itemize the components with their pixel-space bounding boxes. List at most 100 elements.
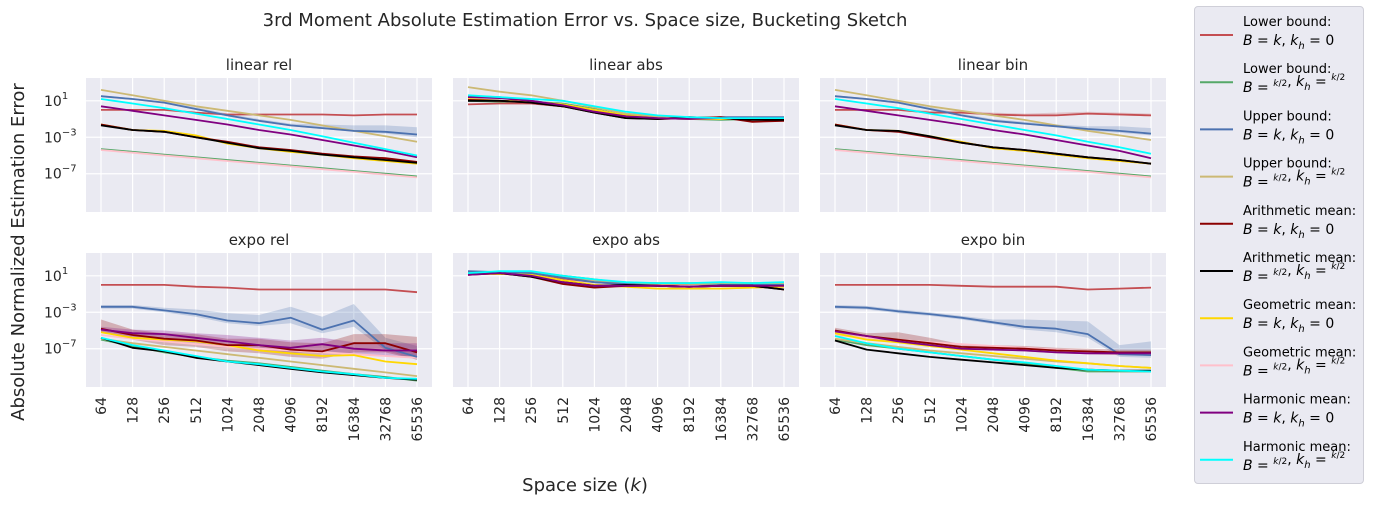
x-tick-label: 64 <box>461 397 477 415</box>
legend-math: B = k/2, kh = k/2 <box>1243 451 1345 474</box>
confidence-band <box>835 327 1151 356</box>
x-axis-label: Space size (k) <box>522 475 648 496</box>
legend-entry-0: Lower bound: B = k, kh = 0 <box>1200 15 1334 52</box>
panel-title: linear rel <box>226 56 292 74</box>
confidence-band <box>101 326 417 356</box>
series-line-geometric-mean-b-k-k-h-0 <box>834 332 1152 369</box>
confidence-band <box>101 319 417 360</box>
panel-linear-bin: linear bin <box>820 56 1166 212</box>
plot-marks <box>467 86 785 123</box>
series-line-upper-bound-b-k-2-k-h-k-2 <box>100 89 418 143</box>
legend-math: B = k/2, kh = k/2 <box>1243 356 1345 379</box>
legend-math: B = k/2, kh = k/2 <box>1243 262 1345 285</box>
series-line-harmonic-mean-b-k-2-k-h-k-2 <box>834 98 1152 155</box>
panel-title: linear abs <box>589 56 663 74</box>
series-line-upper-bound-b-k-2-k-h-k-2 <box>834 89 1152 141</box>
x-axis-label-var: k <box>630 475 642 496</box>
x-tick-label: 4096 <box>284 397 300 433</box>
x-tick-label: 4096 <box>651 397 667 433</box>
legend-math: B = k/2, kh = k/2 <box>1243 168 1345 191</box>
series-line-harmonic-mean-b-k-2-k-h-k-2 <box>100 336 418 380</box>
x-tick-label: 8192 <box>315 397 331 433</box>
series-line-lower-bound-b-k-k-h-0 <box>101 283 418 294</box>
series-line-geometric-mean-b-k-2-k-h-k-2 <box>834 149 1152 179</box>
x-tick-label: 128 <box>126 397 142 424</box>
panel-expo-bin: expo bin 64 128 256 512 1024 2048 4096 8192 16384… <box>820 231 1166 442</box>
legend-label: Upper bound: <box>1243 109 1332 124</box>
series-line-upper-bound-b-k-k-h-0 <box>100 95 418 136</box>
panel-title: expo abs <box>592 231 660 249</box>
series-line-upper-bound-b-k-k-h-0 <box>101 305 418 358</box>
x-tick-label: 65536 <box>1144 397 1160 442</box>
panel-linear-abs: linear abs <box>453 56 799 212</box>
plot-marks <box>834 89 1152 179</box>
series-line-geometric-mean-b-k-k-h-0 <box>100 331 418 366</box>
x-tick-label: 65536 <box>410 397 426 442</box>
y-tick-label: 10−7 <box>44 164 77 183</box>
legend-label: Upper bound: <box>1243 157 1332 172</box>
legend-entry-2: Upper bound: B = k, kh = 0 <box>1200 109 1334 146</box>
legend-entry-3: Upper bound:B = k/2, kh = k/2 <box>1200 157 1345 191</box>
x-tick-label: 32768 <box>1112 397 1128 442</box>
series-line-harmonic-mean-b-k-k-h-0 <box>467 272 784 288</box>
legend-label: Geometric mean: <box>1243 345 1356 360</box>
series-line-harmonic-mean-b-k-2-k-h-k-2 <box>100 98 418 157</box>
figure-title: 3rd Moment Absolute Estimation Error vs.… <box>263 10 908 31</box>
x-tick-label: 2048 <box>252 397 268 433</box>
y-tick-label: 101 <box>44 266 68 285</box>
series-line-harmonic-mean-b-k-k-h-0 <box>834 105 1152 160</box>
legend-label: Arithmetic mean: <box>1243 204 1356 219</box>
y-tick-label: 101 <box>44 91 68 110</box>
legend-label: Arithmetic mean: <box>1243 251 1356 266</box>
x-tick-label: 128 <box>493 397 509 424</box>
panel-linear-rel: linear rel 101 10−3 10−7 <box>44 56 432 212</box>
series-line-harmonic-mean-b-k-k-h-0 <box>100 105 418 159</box>
panel-title: expo bin <box>961 231 1026 249</box>
legend-entry-7: Geometric mean:B = k/2, kh = k/2 <box>1200 345 1356 379</box>
series-line-lower-bound-b-k-k-h-0 <box>835 283 1152 291</box>
x-tick-label: 1024 <box>220 397 236 433</box>
legend-entry-1: Lower bound:B = k/2, kh = k/2 <box>1200 62 1345 96</box>
x-tick-label: 8192 <box>682 397 698 433</box>
legend-math: B = k, kh = 0 <box>1243 127 1334 146</box>
panel-title: linear bin <box>958 56 1028 74</box>
legend-math: B = k, kh = 0 <box>1243 222 1334 241</box>
x-tick-label: 16384 <box>714 397 730 442</box>
legend-math: B = k, kh = 0 <box>1243 316 1334 335</box>
series-line-geometric-mean-b-k-2-k-h-k-2 <box>100 149 418 179</box>
series-line-upper-bound-b-k-2-k-h-k-2 <box>100 337 418 377</box>
legend-math: B = k, kh = 0 <box>1243 33 1334 52</box>
legend-label: Lower bound: <box>1243 62 1331 77</box>
plot-marks <box>100 89 418 179</box>
x-tick-label: 64 <box>828 397 844 415</box>
x-tick-label: 16384 <box>1081 397 1097 442</box>
legend-label: Geometric mean: <box>1243 298 1356 313</box>
x-tick-label: 512 <box>923 397 939 424</box>
y-tick-label: 10−7 <box>44 339 77 358</box>
panel-title: expo rel <box>229 231 290 249</box>
x-tick-label: 32768 <box>745 397 761 442</box>
x-tick-label: 2048 <box>619 397 635 433</box>
series-line-arithmetic-mean-b-k-2-k-h-k-2 <box>100 124 418 164</box>
x-tick-label: 256 <box>157 397 173 424</box>
series-line-arithmetic-mean-b-k-k-h-0 <box>834 329 1151 354</box>
x-tick-label: 1024 <box>587 397 603 433</box>
legend-entry-4: Arithmetic mean: B = k, kh = 0 <box>1200 204 1356 241</box>
x-axis-label-close: ) <box>641 475 648 496</box>
y-tick-label: 10−3 <box>44 302 77 321</box>
panel-expo-abs: expo abs 64 128 256 512 1024 2048 4096 8192 16384… <box>453 231 799 442</box>
panel-expo-rel: expo rel 101 10−3 10−7 64 128 256 512 1024 2048 40… <box>44 231 432 442</box>
legend-entry-5: Arithmetic mean:B = k/2, kh = k/2 <box>1200 251 1356 285</box>
x-tick-label: 512 <box>189 397 205 424</box>
legend-label: Harmonic mean: <box>1243 393 1351 408</box>
legend-label: Harmonic mean: <box>1243 440 1351 455</box>
legend-math: B = k, kh = 0 <box>1243 411 1334 430</box>
x-tick-label: 8192 <box>1049 397 1065 433</box>
x-axis-label-text: Space size ( <box>522 475 630 496</box>
series-line-harmonic-mean-b-k-k-h-0 <box>834 330 1151 355</box>
x-tick-label: 256 <box>891 397 907 424</box>
plot-marks <box>834 283 1152 373</box>
x-tick-label: 64 <box>94 397 110 415</box>
